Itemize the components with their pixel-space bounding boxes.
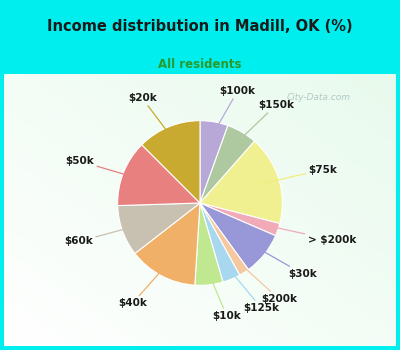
Text: $100k: $100k (212, 86, 256, 136)
Wedge shape (200, 203, 276, 270)
Wedge shape (200, 203, 280, 236)
Text: $10k: $10k (208, 270, 241, 321)
Text: $60k: $60k (64, 226, 136, 246)
Wedge shape (200, 126, 254, 203)
Wedge shape (118, 145, 200, 205)
Wedge shape (142, 121, 200, 203)
Wedge shape (200, 203, 248, 275)
Text: All residents: All residents (158, 58, 242, 71)
Wedge shape (200, 141, 282, 224)
Text: $150k: $150k (234, 100, 294, 145)
Text: City-Data.com: City-Data.com (286, 93, 350, 101)
Text: $200k: $200k (236, 260, 297, 304)
Text: > $200k: > $200k (264, 225, 356, 245)
Text: Income distribution in Madill, OK (%): Income distribution in Madill, OK (%) (47, 19, 353, 34)
Text: $40k: $40k (118, 263, 168, 308)
Wedge shape (195, 203, 223, 285)
Wedge shape (118, 203, 200, 253)
Wedge shape (135, 203, 200, 285)
Text: $75k: $75k (264, 164, 338, 183)
Text: $125k: $125k (226, 265, 280, 313)
Text: $50k: $50k (66, 156, 137, 178)
Text: $30k: $30k (253, 245, 318, 279)
Wedge shape (200, 203, 240, 282)
Wedge shape (200, 121, 228, 203)
Text: $20k: $20k (128, 93, 174, 141)
